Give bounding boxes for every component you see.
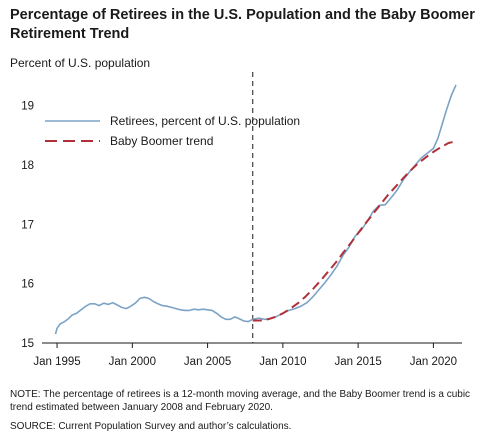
series-line-trend	[252, 140, 457, 322]
legend-label: Retirees, percent of U.S. population	[110, 114, 300, 128]
x-tick-label: Jan 2015	[334, 356, 381, 368]
chart-source: SOURCE: Current Population Survey and au…	[10, 421, 292, 432]
chart-note: NOTE: The percentage of retirees is a 12…	[10, 389, 471, 413]
series-lines	[54, 84, 457, 335]
y-axis-label: Percent of U.S. population	[10, 56, 151, 70]
x-tick-label: Jan 1995	[33, 356, 80, 368]
x-axis	[42, 342, 462, 348]
y-tick-label: 19	[21, 101, 34, 113]
y-tick-label: 18	[21, 160, 34, 172]
series-line-retirees	[54, 84, 457, 335]
x-tick-label: Jan 2020	[410, 356, 457, 368]
x-tick-label: Jan 2005	[184, 356, 231, 368]
y-tick-labels: 15 16 17 18 19	[21, 101, 34, 350]
y-tick-label: 16	[21, 279, 34, 291]
y-tick-label: 15	[21, 338, 34, 350]
y-tick-label: 17	[21, 219, 34, 231]
x-tick-label: Jan 2010	[259, 356, 306, 368]
x-tick-label: Jan 2000	[109, 356, 156, 368]
chart-title: Percentage of Retirees in the U.S. Popul…	[10, 7, 475, 42]
legend-label: Baby Boomer trend	[110, 134, 213, 148]
legend: Retirees, percent of U.S. population Baby…	[45, 114, 300, 148]
x-tick-labels: Jan 1995 Jan 2000 Jan 2005 Jan 2010 Jan 2015…	[33, 356, 457, 368]
